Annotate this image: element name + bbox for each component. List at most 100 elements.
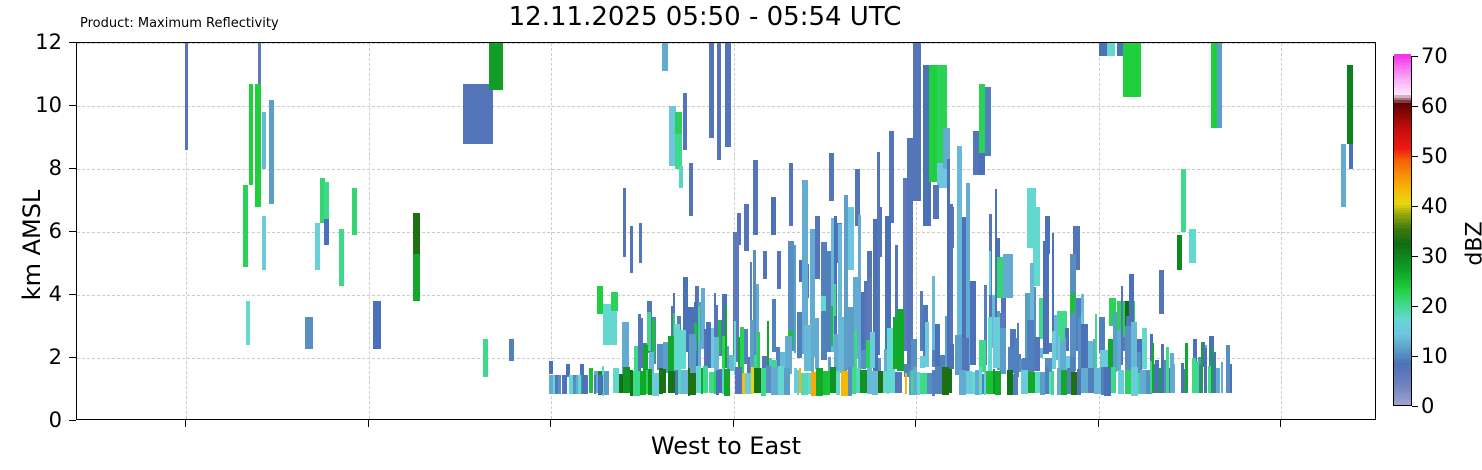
reflectivity-cell bbox=[1121, 286, 1123, 366]
reflectivity-cell bbox=[827, 250, 831, 353]
reflectivity-cell bbox=[1173, 363, 1175, 393]
reflectivity-cell bbox=[834, 216, 837, 350]
reflectivity-cell bbox=[1221, 362, 1223, 393]
reflectivity-cell bbox=[698, 342, 701, 369]
reflectivity-cell bbox=[640, 371, 646, 395]
reflectivity-cell bbox=[1168, 367, 1171, 393]
reflectivity-cell bbox=[1000, 327, 1006, 375]
reflectivity-cell bbox=[680, 329, 686, 370]
reflectivity-cell bbox=[917, 371, 920, 396]
reflectivity-cell bbox=[1201, 343, 1203, 393]
colorbar-segment bbox=[1394, 204, 1411, 208]
colorbar-segment bbox=[1394, 186, 1411, 190]
reflectivity-cell bbox=[838, 224, 842, 359]
colorbar-segment bbox=[1394, 259, 1411, 263]
colorbar-segment bbox=[1394, 234, 1411, 238]
reflectivity-cell bbox=[979, 83, 985, 154]
reflectivity-cell bbox=[1229, 363, 1232, 393]
reflectivity-cell bbox=[599, 375, 603, 395]
reflectivity-cell bbox=[1208, 366, 1211, 393]
reflectivity-cell bbox=[652, 319, 655, 362]
reflectivity-cell bbox=[663, 368, 666, 394]
reflectivity-cell bbox=[920, 355, 925, 369]
colorbar-segment bbox=[1394, 164, 1411, 168]
reflectivity-cell bbox=[1034, 336, 1040, 372]
reflectivity-cell bbox=[738, 336, 740, 372]
reflectivity-cell bbox=[920, 291, 923, 351]
reflectivity-cell bbox=[704, 329, 706, 371]
reflectivity-cell bbox=[674, 323, 680, 376]
reflectivity-cell bbox=[1073, 225, 1080, 270]
colorbar-segment bbox=[1394, 311, 1411, 315]
colorbar-segment bbox=[1394, 176, 1411, 180]
reflectivity-cell bbox=[594, 370, 598, 394]
colorbar-segment bbox=[1394, 339, 1411, 343]
colorbar-segment bbox=[1394, 99, 1411, 103]
reflectivity-cell bbox=[740, 327, 744, 377]
reflectivity-cell bbox=[1054, 315, 1058, 361]
reflectivity-cell bbox=[844, 319, 847, 376]
colorbar-segment bbox=[1394, 316, 1411, 320]
colorbar-segment bbox=[1394, 76, 1411, 80]
colorbar-segment bbox=[1394, 221, 1411, 225]
colorbar-segment bbox=[1394, 66, 1411, 70]
reflectivity-cell bbox=[1109, 298, 1116, 327]
x-tick-mark bbox=[733, 420, 734, 427]
reflectivity-cell bbox=[947, 343, 954, 369]
reflectivity-cell bbox=[1212, 351, 1216, 393]
colorbar-segment bbox=[1394, 334, 1411, 338]
reflectivity-cell bbox=[802, 179, 808, 354]
colorbar-segment bbox=[1394, 116, 1411, 120]
y-tick-label: 6 bbox=[48, 219, 62, 243]
colorbar-segment bbox=[1394, 229, 1411, 233]
reflectivity-cell bbox=[1140, 370, 1146, 395]
colorbar-tick-mark bbox=[1412, 306, 1418, 307]
reflectivity-cell bbox=[1104, 366, 1111, 396]
reflectivity-cell bbox=[853, 277, 858, 359]
reflectivity-cell bbox=[1003, 254, 1013, 299]
colorbar-segment bbox=[1394, 329, 1411, 333]
reflectivity-cell bbox=[1216, 367, 1220, 393]
reflectivity-cell bbox=[1043, 240, 1049, 355]
reflectivity-cell bbox=[867, 367, 872, 394]
reflectivity-cell bbox=[643, 345, 648, 375]
y-tick-mark bbox=[69, 294, 76, 295]
reflectivity-cell bbox=[811, 335, 814, 377]
reflectivity-cell bbox=[1113, 311, 1117, 372]
reflectivity-cell bbox=[1022, 358, 1027, 375]
reflectivity-cell bbox=[695, 285, 699, 314]
colorbar-segment bbox=[1394, 401, 1411, 405]
reflectivity-cell bbox=[848, 366, 852, 396]
reflectivity-cell bbox=[733, 231, 739, 362]
reflectivity-cell bbox=[1033, 206, 1040, 286]
colorbar-segment bbox=[1394, 379, 1411, 383]
colorbar-segment bbox=[1394, 249, 1411, 253]
reflectivity-cell bbox=[611, 291, 618, 311]
colorbar-segment bbox=[1394, 139, 1411, 143]
reflectivity-cell bbox=[744, 203, 749, 251]
reflectivity-cell bbox=[509, 339, 514, 362]
reflectivity-cell bbox=[858, 215, 861, 370]
colorbar-segment bbox=[1394, 216, 1411, 220]
reflectivity-cell bbox=[663, 341, 668, 374]
y-tick-mark bbox=[69, 42, 76, 43]
colorbar-segment bbox=[1394, 101, 1411, 105]
colorbar-gradient bbox=[1393, 54, 1412, 406]
reflectivity-cell bbox=[1070, 292, 1075, 313]
reflectivity-cell bbox=[630, 225, 633, 273]
reflectivity-cell bbox=[799, 260, 803, 283]
reflectivity-cell bbox=[623, 366, 630, 393]
colorbar-segment bbox=[1394, 269, 1411, 273]
colorbar-segment bbox=[1394, 364, 1411, 368]
reflectivity-cell bbox=[895, 371, 902, 394]
reflectivity-cell bbox=[633, 371, 640, 396]
reflectivity-cell bbox=[875, 310, 878, 374]
reflectivity-cell bbox=[649, 351, 654, 373]
reflectivity-cell bbox=[646, 370, 648, 395]
reflectivity-cell bbox=[1019, 358, 1022, 373]
reflectivity-cell bbox=[1142, 327, 1147, 369]
reflectivity-cell bbox=[1131, 322, 1137, 369]
reflectivity-cell bbox=[604, 371, 609, 396]
reflectivity-cell bbox=[1170, 352, 1174, 393]
reflectivity-cell bbox=[909, 370, 911, 395]
